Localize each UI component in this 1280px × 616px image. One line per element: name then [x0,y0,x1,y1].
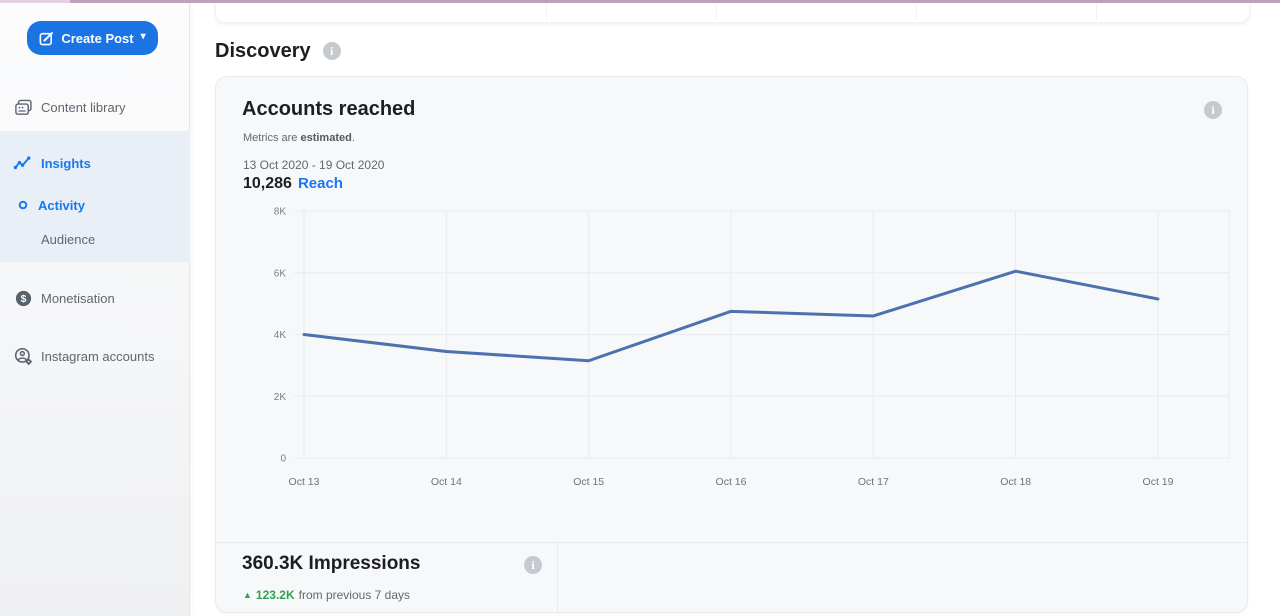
sidebar-item-label: Content library [41,99,126,115]
column-divider [716,2,717,20]
create-post-button[interactable]: Create Post ▾ [27,21,158,55]
svg-text:8K: 8K [274,207,287,218]
delta-text: from previous 7 days [298,588,411,602]
sidebar-item-label: Audience [41,231,96,247]
card-info-icon[interactable]: i [1204,101,1222,119]
svg-text:Oct 17: Oct 17 [858,476,889,488]
reach-summary: 10,286 Reach [243,175,343,193]
compose-icon [39,31,54,46]
date-range: 13 Oct 2020 - 19 Oct 2020 [243,158,385,172]
svg-text:Oct 18: Oct 18 [1000,476,1031,488]
reach-chart: 0 2K 4K 6K 8K Oct 13 Oct 14 Oct 15 Oct 16 Oct 17 O… [274,207,1230,488]
main-content: Discovery i Accounts reached Metrics are… [190,0,1280,616]
create-post-label: Create Post [61,30,134,46]
sidebar-item-label: Monetisation [41,290,115,306]
sidebar-item-monetisation[interactable]: $ Monetisation [0,285,190,311]
scrolled-card-edge [215,0,1250,23]
sidebar-item-audience[interactable]: Audience [0,226,190,252]
impressions-info-icon[interactable]: i [524,556,542,574]
svg-text:2K: 2K [274,392,287,403]
svg-text:Oct 15: Oct 15 [573,476,604,488]
svg-text:Oct 13: Oct 13 [289,476,320,488]
column-divider [1096,2,1097,20]
sidebar-item-instagram-accounts[interactable]: Instagram accounts [0,343,190,369]
sidebar-item-label: Instagram accounts [41,348,155,364]
insights-icon [13,155,33,171]
metrics-note: Metrics are estimated. [243,132,355,144]
reach-value: 10,286 [243,175,292,192]
content-library-icon [13,98,33,117]
svg-text:0: 0 [280,454,286,465]
chevron-down-icon: ▾ [140,31,146,42]
sidebar-item-activity[interactable]: Activity [0,192,190,218]
insights-section-highlight [0,131,190,262]
svg-text:Oct 16: Oct 16 [716,476,747,488]
accounts-reached-card: Accounts reached Metrics are estimated. … [215,76,1248,613]
svg-text:6K: 6K [274,268,287,279]
top-accent-line [0,0,1280,3]
sidebar: Create Post ▾ Content library [0,0,190,616]
activity-dot-icon [16,200,30,210]
up-arrow-icon: ▲ [243,590,252,600]
column-divider [546,2,547,20]
monetisation-icon: $ [13,289,33,308]
svg-text:4K: 4K [274,330,287,341]
sidebar-item-label: Insights [41,155,91,171]
impressions-value: 360.3K Impressions [242,553,421,574]
reach-link[interactable]: Reach [297,175,343,192]
svg-text:Oct 14: Oct 14 [431,476,462,488]
delta-value: 123.2K [255,588,295,602]
section-header: Discovery i [215,37,341,65]
discovery-info-icon[interactable]: i [322,42,341,60]
card-title: Accounts reached [242,98,416,120]
instagram-accounts-icon [13,347,33,366]
sidebar-item-label: Activity [38,197,85,213]
sidebar-item-content-library[interactable]: Content library [0,94,190,120]
card-divider [216,542,1247,543]
impressions-cell[interactable]: 360.3K Impressions i ▲ 123.2K from previ… [216,543,557,613]
svg-text:Oct 19: Oct 19 [1143,476,1174,488]
sidebar-item-insights[interactable]: Insights [0,150,190,176]
impressions-delta: ▲ 123.2K from previous 7 days [243,588,410,602]
metrics-cell-divider [557,543,558,613]
page-title: Discovery [215,40,311,62]
svg-text:$: $ [20,294,26,305]
column-divider [916,2,917,20]
